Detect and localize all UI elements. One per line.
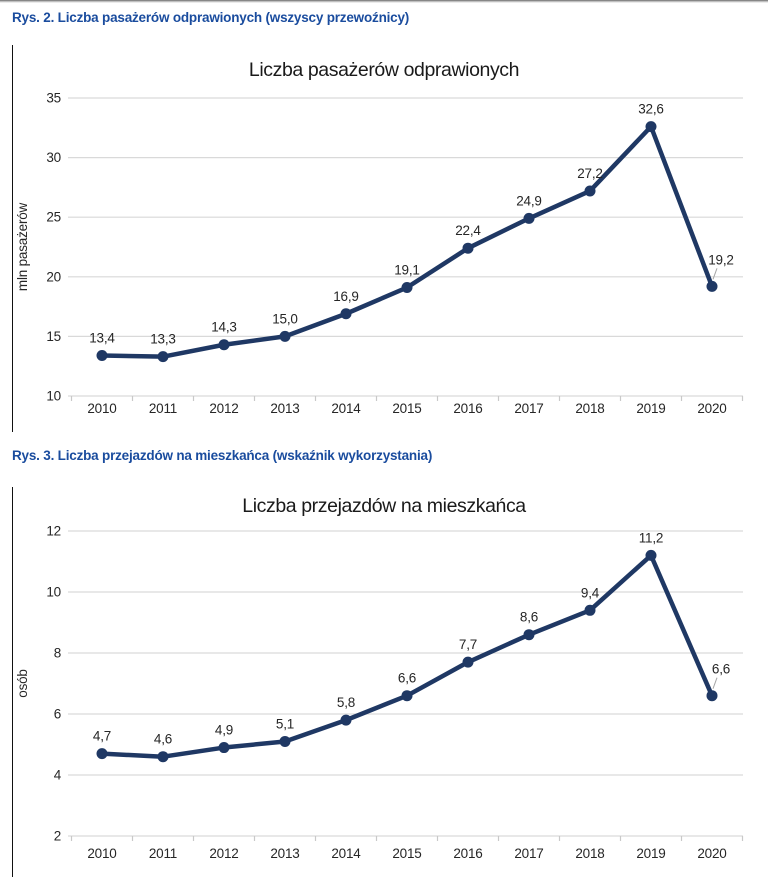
y-axis-tick-label: 35	[46, 91, 61, 106]
data-point-marker	[279, 330, 291, 342]
y-axis-tick-label: 4	[54, 768, 62, 783]
data-point-label: 6,6	[398, 671, 416, 686]
y-axis-tick-label: 2	[54, 829, 61, 844]
data-point-marker	[279, 735, 291, 747]
x-axis-tick-label: 2018	[575, 401, 604, 416]
x-axis-tick-label: 2016	[453, 846, 482, 861]
data-point-label: 8,6	[520, 610, 538, 625]
data-point-marker	[340, 714, 352, 726]
y-axis-tick-label: 20	[46, 269, 61, 284]
label-leader-line	[712, 268, 718, 280]
data-point-label: 16,9	[333, 289, 358, 304]
x-axis-tick-label: 2017	[514, 401, 543, 416]
data-point-marker	[645, 549, 657, 561]
data-point-marker	[96, 349, 108, 361]
label-leader-line	[712, 677, 718, 689]
data-point-label: 7,7	[459, 637, 477, 652]
data-point-label: 27,2	[577, 166, 602, 181]
data-point-marker	[645, 121, 657, 133]
data-point-label: 19,1	[394, 263, 419, 278]
y-axis-tick-label: 10	[46, 389, 61, 404]
x-axis-tick-label: 2012	[209, 846, 238, 861]
data-point-label: 19,2	[708, 252, 733, 267]
y-axis-tick-label: 12	[46, 524, 61, 539]
data-point-marker	[706, 280, 718, 292]
data-point-marker	[584, 604, 596, 616]
data-point-marker	[401, 282, 413, 294]
data-point-marker	[218, 339, 230, 351]
data-point-label: 15,0	[272, 311, 297, 326]
y-axis-tick-label: 15	[46, 329, 61, 344]
x-axis-tick-label: 2019	[636, 846, 665, 861]
data-point-marker	[218, 742, 230, 754]
figure-3-caption: Rys. 3. Liczba przejazdów na mieszkańca …	[12, 448, 433, 463]
x-axis-tick-label: 2011	[149, 401, 177, 416]
data-point-label: 13,3	[150, 332, 175, 347]
y-axis-tick-label: 10	[46, 585, 61, 600]
x-axis-tick-label: 2017	[514, 846, 543, 861]
data-point-marker	[157, 751, 169, 763]
data-point-label: 4,9	[215, 723, 233, 738]
figure-3-chart-frame: 2 4 6 8 10 12 2010 2011 2012 2013 2014 2015 2016 2017…	[12, 487, 758, 877]
rides-per-capita-line-chart: 2 4 6 8 10 12 2010 2011 2012 2013 2014 2015 2016 2017…	[15, 495, 744, 861]
page-top-edge	[0, 0, 768, 3]
x-axis-tick-label: 2012	[209, 401, 238, 416]
x-axis-tick-label: 2019	[636, 401, 665, 416]
chart-title: Liczba pasażerów odprawionych	[249, 59, 519, 81]
y-axis-tick-label: 25	[46, 210, 61, 225]
y-axis-title: mln pasażerów	[15, 202, 30, 291]
data-point-label: 24,9	[516, 193, 541, 208]
x-axis-tick-label: 2016	[453, 401, 482, 416]
data-point-marker	[584, 185, 596, 197]
x-axis-tick-label: 2018	[575, 846, 604, 861]
data-point-label: 4,7	[93, 729, 111, 744]
figure-2-chart-frame: 10 15 20 25 30 35 2010 2011 2012 2013 2014 2015 2016…	[12, 45, 758, 432]
data-point-marker	[462, 242, 474, 254]
data-point-label: 32,6	[638, 102, 663, 117]
chart-title: Liczba przejazdów na mieszkańca	[242, 495, 526, 517]
data-point-label: 4,6	[154, 732, 172, 747]
x-axis-tick-label: 2010	[87, 401, 116, 416]
y-axis-tick-label: 6	[54, 707, 61, 722]
data-point-marker	[462, 656, 474, 668]
data-point-label: 5,8	[337, 695, 355, 710]
data-point-marker	[340, 308, 352, 320]
x-axis-tick-label: 2015	[392, 401, 421, 416]
y-axis-title: osób	[15, 669, 30, 697]
x-axis-tick-label: 2014	[331, 846, 361, 861]
data-point-label: 11,2	[639, 530, 663, 545]
y-axis-tick-label: 30	[46, 150, 61, 165]
x-axis-tick-label: 2011	[149, 846, 177, 861]
x-axis-tick-label: 2013	[270, 401, 299, 416]
figure-2-caption: Rys. 2. Liczba pasażerów odprawionych (w…	[12, 10, 410, 25]
data-point-marker	[523, 629, 535, 641]
data-point-marker	[96, 748, 108, 760]
data-point-label: 14,3	[211, 320, 236, 335]
x-axis-tick-label: 2014	[331, 401, 361, 416]
series-line	[99, 124, 715, 359]
x-axis-tick-label: 2015	[392, 846, 421, 861]
x-axis-tick-label: 2013	[270, 846, 299, 861]
data-point-label: 22,4	[455, 223, 481, 238]
y-axis-tick-label: 8	[54, 646, 61, 661]
data-point-marker	[157, 351, 169, 363]
passengers-line-chart: 10 15 20 25 30 35 2010 2011 2012 2013 2014 2015 2016…	[15, 59, 744, 416]
x-axis-tick-label: 2010	[87, 846, 116, 861]
series-line	[99, 553, 715, 759]
x-axis-tick-label: 2020	[697, 401, 726, 416]
data-point-label: 5,1	[276, 716, 294, 731]
data-point-label: 13,4	[89, 330, 115, 345]
data-point-marker	[523, 212, 535, 224]
data-point-marker	[401, 690, 413, 702]
data-point-marker	[706, 690, 718, 702]
data-point-label: 6,6	[712, 662, 730, 677]
data-point-label: 9,4	[581, 585, 600, 600]
x-axis-tick-label: 2020	[697, 846, 726, 861]
